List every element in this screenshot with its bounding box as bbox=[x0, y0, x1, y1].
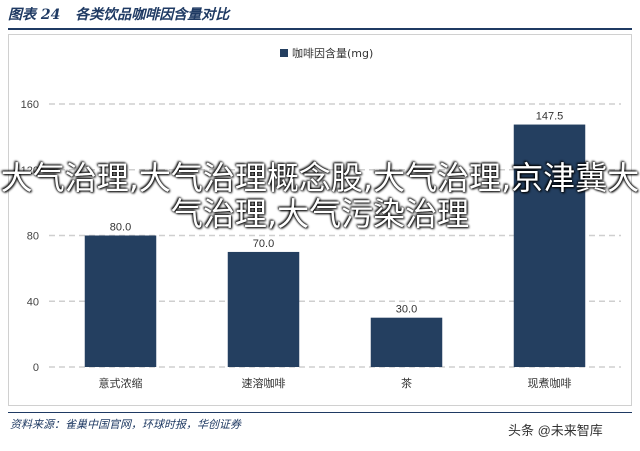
figure-header: 图表 24 各类饮品咖啡因含量对比 bbox=[8, 4, 630, 26]
bar-value-label: 30.0 bbox=[396, 304, 417, 316]
bar-value-label: 80.0 bbox=[110, 222, 131, 234]
bar bbox=[84, 235, 157, 367]
legend-label: 咖啡因含量(mg) bbox=[292, 46, 373, 60]
x-tick-label: 速溶咖啡 bbox=[242, 376, 286, 390]
y-tick-label: 80 bbox=[27, 231, 39, 243]
figure-title: 各类饮品咖啡因含量对比 bbox=[75, 7, 230, 23]
x-tick-label: 意式浓缩 bbox=[99, 376, 143, 390]
y-tick-label: 120 bbox=[21, 165, 39, 177]
y-tick-label: 160 bbox=[21, 99, 39, 111]
bar-value-label: 147.5 bbox=[536, 111, 564, 123]
footer-divider bbox=[8, 412, 632, 413]
y-tick-label: 40 bbox=[27, 296, 39, 308]
source-note: 资料来源：雀巢中国官网，环球时报，华创证券 bbox=[10, 418, 241, 431]
bar bbox=[513, 124, 586, 367]
bar bbox=[370, 317, 443, 367]
bar-value-label: 70.0 bbox=[253, 238, 274, 250]
x-tick-label: 茶 bbox=[401, 377, 412, 390]
y-tick-label: 0 bbox=[33, 362, 39, 374]
watermark: 头条 @未来智库 bbox=[504, 419, 607, 440]
bar-chart: 0 40 80 120 160 80.0 意式浓缩 70.0 速溶咖啡 30.0 茶 147.5 现煮咖… bbox=[21, 46, 621, 390]
header-divider bbox=[8, 28, 632, 30]
figure-number: 图表 24 bbox=[8, 7, 61, 23]
x-tick-label: 现煮咖啡 bbox=[528, 376, 572, 390]
legend-swatch bbox=[280, 49, 288, 57]
overlay-caption: 大气治理,大气治理概念股,大气治理,京津冀大气治理,大气污染治理 bbox=[0, 159, 640, 233]
chart-frame: 0 40 80 120 160 80.0 意式浓缩 70.0 速溶咖啡 30.0 茶 147.5 现煮咖… bbox=[8, 34, 632, 406]
bar bbox=[227, 251, 300, 367]
